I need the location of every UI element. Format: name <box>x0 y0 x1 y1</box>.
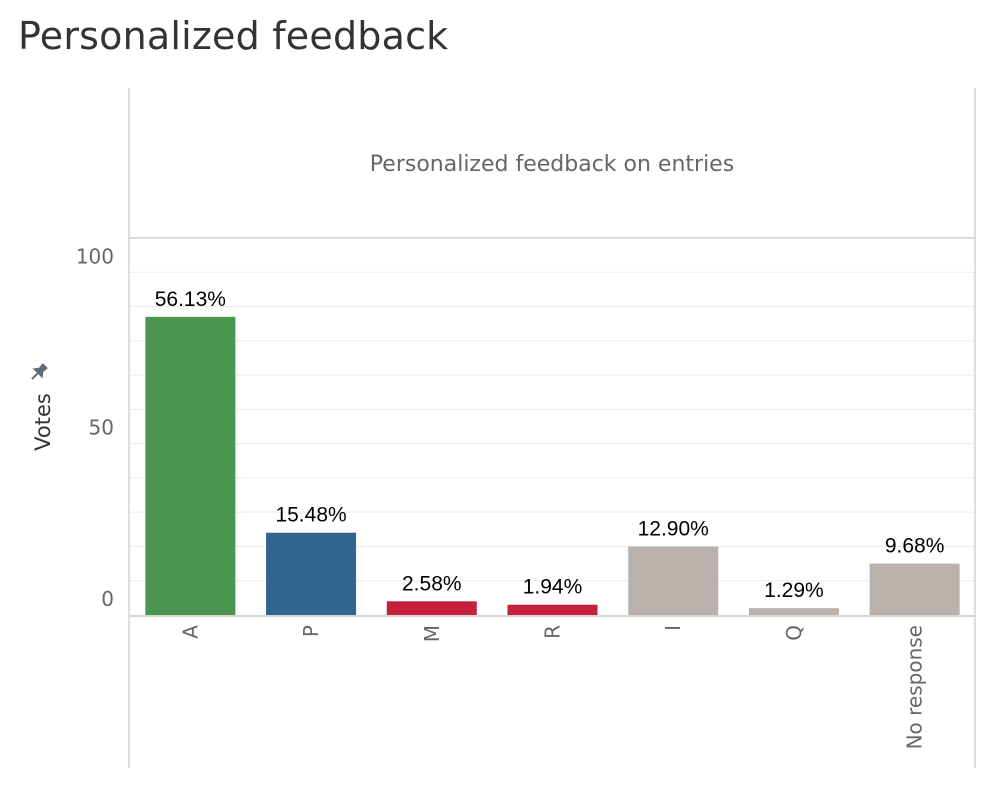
bar-labels: 56.13% 15.48% 2.58% 1.94% 12.90% 1.29% 9.68% <box>155 288 945 602</box>
data-label: 1.94% <box>523 576 583 599</box>
bars <box>145 316 960 615</box>
y-axis-label[interactable]: Votes <box>31 393 55 451</box>
x-tick-label: P <box>299 625 323 637</box>
x-tick-label: M <box>420 625 444 642</box>
bar-no-response[interactable] <box>869 563 960 615</box>
y-tick-label: 0 <box>101 587 114 611</box>
bar-m[interactable] <box>386 601 477 615</box>
x-tick-label: No response <box>903 625 927 749</box>
data-label: 2.58% <box>402 572 462 595</box>
x-tick-label: R <box>541 625 565 639</box>
bar-p[interactable] <box>266 532 357 615</box>
data-label: 1.29% <box>764 579 824 602</box>
y-tick-label: 50 <box>89 416 114 440</box>
data-label: 56.13% <box>155 288 226 311</box>
x-axis-ticks: A P M R I Q No response <box>178 625 926 750</box>
chart-title: Personalized feedback on entries <box>370 152 734 177</box>
x-tick-label: Q <box>782 625 806 641</box>
x-tick-label: I <box>661 625 685 631</box>
bar-q[interactable] <box>748 608 839 615</box>
y-tick-label: 100 <box>76 244 114 268</box>
data-label: 9.68% <box>885 535 945 558</box>
bar-r[interactable] <box>507 604 598 615</box>
page-title: Personalized feedback <box>18 14 449 58</box>
bar-a[interactable] <box>145 316 236 615</box>
x-tick-label: A <box>178 625 202 639</box>
chart-frame <box>128 88 976 768</box>
pin-icon[interactable] <box>27 361 50 384</box>
bar-i[interactable] <box>628 546 719 615</box>
y-axis-ticks: 0 50 100 <box>76 244 114 611</box>
data-label: 15.48% <box>275 504 346 527</box>
data-label: 12.90% <box>638 517 709 540</box>
gridlines <box>130 271 975 582</box>
